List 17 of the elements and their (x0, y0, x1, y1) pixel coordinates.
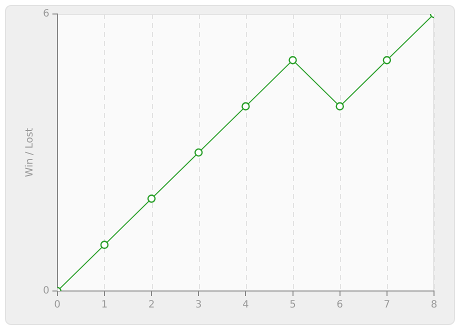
x-tick-label: 1 (101, 300, 108, 311)
point (336, 102, 344, 110)
point (147, 194, 156, 203)
x-tick-label: 4 (242, 300, 249, 311)
x-tick-label: 5 (290, 300, 296, 311)
x-tick-label: 6 (336, 300, 344, 311)
point (100, 240, 109, 249)
point (194, 148, 203, 157)
point (382, 56, 392, 64)
point (288, 56, 297, 64)
x-tick-label: 3 (195, 300, 202, 311)
point (242, 102, 250, 110)
x-tick-label: 8 (430, 300, 438, 311)
x-tick-label: 7 (384, 300, 390, 311)
x-tick-label: 0 (54, 300, 61, 311)
y-axis-title: Win / Lost (24, 128, 36, 178)
x-tick-label: 2 (148, 300, 155, 311)
